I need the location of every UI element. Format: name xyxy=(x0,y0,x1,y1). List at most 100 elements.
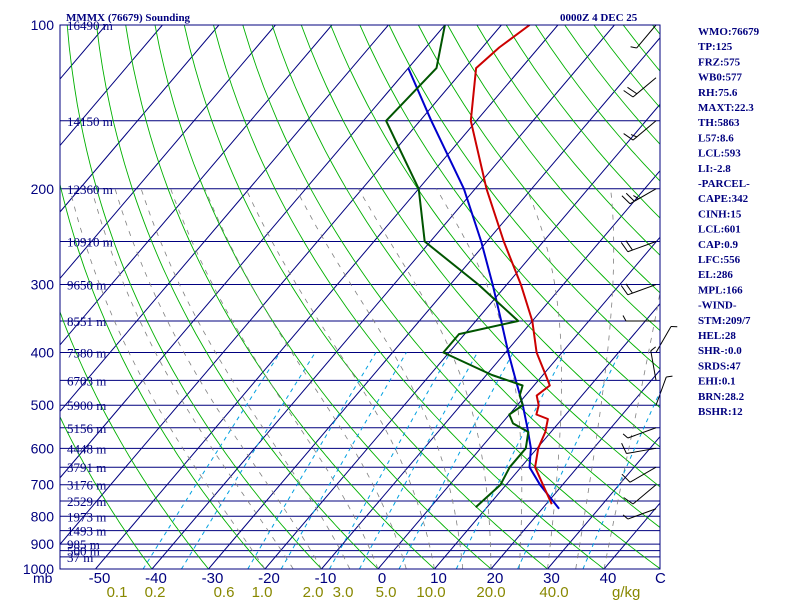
parcel-trace xyxy=(407,67,560,510)
temperature-tick-label: 0 xyxy=(378,570,386,587)
pressure-tick-label: 700 xyxy=(31,477,55,493)
wind-barb-flag xyxy=(622,433,629,439)
wind-barb-shaft xyxy=(655,376,667,406)
dry-adiabat xyxy=(418,25,660,332)
height-label: 9650 m xyxy=(67,278,106,293)
pressure-axis-label: mb xyxy=(33,570,53,586)
wind-barbs xyxy=(620,24,678,520)
wind-barb-flag xyxy=(622,315,627,322)
wind-barb-flag xyxy=(621,195,631,205)
wind-barb-shaft xyxy=(632,484,657,505)
dry-adiabat xyxy=(242,25,660,569)
side-panel-item: LFC:556 xyxy=(698,254,741,266)
dry-adiabat xyxy=(593,25,660,109)
wind-barb xyxy=(621,442,657,455)
wind-barb-flag xyxy=(650,346,656,352)
mixing-ratio-line xyxy=(280,352,407,569)
dry-adiabat xyxy=(535,25,660,182)
side-panel-item: LI:-2.8 xyxy=(698,163,731,175)
side-panel-item: WMO:76679 xyxy=(698,26,760,38)
wind-barb-flag xyxy=(623,497,634,505)
wind-barb-flag xyxy=(666,375,673,378)
pressure-tick-label: 1000 xyxy=(23,561,54,577)
side-panel-item: SRDS:47 xyxy=(698,360,741,372)
dry-adiabat xyxy=(213,25,605,569)
temperature-trace xyxy=(469,25,553,505)
isotherm-line xyxy=(60,25,446,479)
side-panel-item: MPL:166 xyxy=(698,284,743,296)
pressure-tick-label: 400 xyxy=(31,345,55,361)
plot-frame xyxy=(59,24,661,570)
pressure-tick-label: 500 xyxy=(31,397,55,413)
side-panel-item: MAXT:22.3 xyxy=(698,102,754,114)
mixing-ratio-tick-label: 20.0 xyxy=(476,584,505,600)
wind-barb-flag xyxy=(620,242,629,253)
wind-barb xyxy=(623,120,657,141)
temperature-tick-label: 40 xyxy=(600,570,617,587)
wind-barb xyxy=(621,188,657,205)
wind-barb xyxy=(622,427,657,439)
wind-barb-shaft xyxy=(629,466,657,483)
height-label: 1973 m xyxy=(67,509,106,524)
wind-barb-flag xyxy=(623,133,634,141)
height-label: 16490 m xyxy=(67,18,113,33)
wind-barb-shaft xyxy=(627,427,657,439)
side-panel-item: STM:209/7 xyxy=(698,315,751,327)
pressure-tick-label: 900 xyxy=(31,536,55,552)
wind-barb xyxy=(621,466,657,483)
side-panel-item: BRN:28.2 xyxy=(698,391,745,403)
side-panel-item: CAP:0.9 xyxy=(698,239,739,251)
height-label: 4448 m xyxy=(67,441,106,456)
height-label: 5156 m xyxy=(67,421,106,436)
height-label: 12360 m xyxy=(67,182,113,197)
side-panel-item: EL:286 xyxy=(698,269,733,281)
mixing-ratio-tick-label: 1.0 xyxy=(252,584,273,600)
dry-adiabat xyxy=(330,25,660,448)
isotherm-line xyxy=(60,25,502,546)
dry-adiabat xyxy=(125,25,435,569)
mixing-ratio-tick-label: 0.6 xyxy=(214,584,235,600)
moist-adiabat xyxy=(436,188,523,569)
wind-barb-shaft xyxy=(627,241,657,253)
side-panel-item: L57:8.6 xyxy=(698,132,734,144)
isotherm-line xyxy=(60,25,389,413)
side-panel-item: LCL:601 xyxy=(698,224,741,236)
temperature-tick-label: 20 xyxy=(487,570,504,587)
dry-adiabat xyxy=(66,25,322,569)
temperature-tick-label: -50 xyxy=(89,570,111,587)
moist-adiabat xyxy=(91,188,294,569)
dry-adiabat xyxy=(447,25,660,294)
side-panel-item: RH:75.6 xyxy=(698,87,738,99)
temperature-axis-label: C xyxy=(655,570,666,587)
isotherm-line xyxy=(95,25,559,569)
moist-adiabat xyxy=(358,188,492,569)
mixing-ratio-tick-label: 5.0 xyxy=(376,584,397,600)
wind-barb-shaft xyxy=(636,24,657,49)
wind-barb-flag xyxy=(622,514,629,520)
wind-barb-shaft xyxy=(632,77,657,98)
side-panel-item: CINH:15 xyxy=(698,208,742,220)
wind-barb-flag xyxy=(621,473,631,483)
isotherm-line xyxy=(60,25,163,147)
wind-barb-flag xyxy=(630,46,637,49)
side-panel: WMO:76679 TP:125 FRZ:575 WB0:577 RH:75.6 MAXT… xyxy=(698,26,760,418)
wind-barb xyxy=(620,283,657,296)
mixing-ratio-tick-label: 2.0 xyxy=(303,584,324,600)
isotherm-line xyxy=(321,169,660,569)
temperature-tick-label: 10 xyxy=(430,570,447,587)
temperature-tick-label: -40 xyxy=(145,570,167,587)
isotherm-line xyxy=(208,37,660,569)
height-label: 985 m xyxy=(67,537,100,552)
sounding-time: 0000Z 4 DEC 25 xyxy=(560,12,638,24)
wind-barb-shaft xyxy=(650,350,657,381)
temperature-tick-label: -10 xyxy=(315,570,337,587)
side-panel-item: TH:5863 xyxy=(698,117,740,129)
dry-adiabat xyxy=(271,25,660,528)
wind-barb-flag xyxy=(625,283,633,294)
side-panel-item: LCL:593 xyxy=(698,148,741,160)
moist-adiabat xyxy=(204,188,407,569)
mixing-ratio-tick-label: 10.0 xyxy=(416,584,445,600)
moist-adiabat xyxy=(114,188,322,569)
